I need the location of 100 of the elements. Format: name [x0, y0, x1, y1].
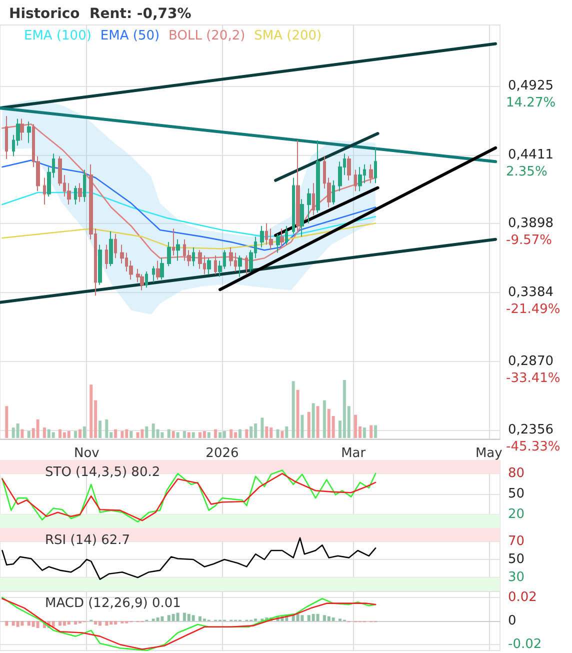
candlestick: [312, 182, 315, 216]
y-tick-label: 0.02: [508, 590, 537, 605]
bar: [130, 431, 133, 438]
bar: [160, 616, 164, 621]
bar: [182, 431, 186, 438]
x-tick-label: Mar: [341, 446, 366, 461]
candlestick: [260, 225, 264, 248]
bar: [354, 414, 358, 438]
bar: [296, 390, 300, 438]
bar: [114, 429, 118, 438]
y-tick-label: 0,4925: [508, 78, 554, 94]
x-tick-label: 2026: [206, 446, 239, 461]
bar: [16, 424, 20, 438]
bar: [374, 425, 378, 438]
bar: [230, 429, 233, 438]
bar: [36, 419, 40, 438]
bar: [300, 615, 304, 621]
text: -9.57%: [506, 233, 552, 248]
text: 14.27%: [506, 95, 556, 110]
candlestick: [332, 180, 335, 206]
bar: [78, 429, 82, 438]
bar: [105, 419, 108, 438]
bar: [316, 614, 320, 621]
chart-title: Historico Rent: -0,73%: [9, 6, 192, 22]
bar: [156, 617, 160, 621]
text: -33.41%: [506, 370, 560, 386]
bar: [52, 432, 55, 438]
text: EMA (50): [100, 28, 160, 44]
bar: [160, 432, 164, 438]
bar: [90, 384, 93, 438]
y-tick-label: 0,2870: [508, 354, 554, 369]
bar: [370, 425, 373, 438]
candlestick: [160, 258, 164, 280]
y-tick-label: -0.02: [508, 637, 542, 652]
bar: [202, 431, 206, 438]
line-series: [2, 160, 376, 251]
y-tick-label: 0,3384: [508, 284, 554, 300]
candlestick: [369, 164, 373, 184]
candlestick: [145, 271, 148, 288]
candlestick: [285, 225, 288, 246]
bar: [176, 612, 180, 621]
bar: [136, 432, 140, 438]
chart-title: MACD (12,26,9) 0.01: [45, 596, 181, 611]
candlestick: [307, 188, 311, 224]
chart-title: STO (14,3,5) 80.2: [45, 465, 160, 480]
candlestick: [156, 260, 160, 280]
bar: [105, 621, 108, 626]
bar: [120, 431, 124, 438]
bar: [280, 431, 284, 438]
bar: [296, 614, 300, 621]
candlestick: [172, 228, 175, 256]
candlestick: [192, 246, 195, 267]
candlestick: [207, 258, 211, 275]
candlestick: [280, 228, 284, 248]
candlestick: [296, 140, 300, 232]
bar: [52, 621, 55, 627]
text: -21.49%: [506, 302, 560, 317]
candlestick: [354, 169, 357, 192]
bar: [332, 617, 335, 621]
candlestick: [43, 177, 46, 206]
candlestick: [27, 120, 31, 144]
bar: [192, 615, 195, 621]
bar: [316, 406, 320, 438]
bar: [172, 431, 175, 438]
bar: [82, 426, 86, 438]
candlestick: [292, 177, 295, 235]
bar: [260, 418, 264, 438]
candlestick: [176, 238, 180, 262]
bar: [176, 432, 180, 438]
candlestick: [5, 116, 8, 160]
y-tick-label: 50: [508, 552, 525, 567]
y-tick-label: 0: [508, 614, 516, 628]
bar: [74, 431, 78, 438]
bar: [74, 621, 78, 625]
candlestick: [374, 148, 377, 184]
text: BOLL (20,2): [168, 28, 246, 44]
bar: [5, 621, 8, 626]
y-tick-label: 70: [508, 534, 525, 549]
bar: [167, 429, 170, 438]
chart-title: RSI (14) 62.7: [45, 533, 130, 548]
candlestick: [74, 185, 77, 206]
bar: [42, 428, 46, 438]
bar: [98, 420, 102, 438]
bar: [238, 429, 242, 438]
text: SMA (200): [254, 28, 322, 44]
y-tick-label: 0,3898: [508, 216, 554, 232]
x-tick-label: Nov: [74, 446, 100, 461]
bar: [67, 621, 70, 625]
bar: [16, 621, 20, 627]
candlestick: [114, 234, 117, 259]
candlestick: [109, 230, 113, 267]
text: 2.35%: [506, 164, 548, 180]
bar: [94, 621, 98, 625]
candlestick: [152, 266, 155, 283]
y-tick-label: 30: [508, 570, 525, 585]
bar: [67, 431, 70, 438]
y-tick-label: 0,4411: [508, 147, 554, 162]
y-tick-label: 80: [508, 466, 525, 482]
line-series: [2, 192, 376, 238]
candlestick: [238, 254, 242, 278]
